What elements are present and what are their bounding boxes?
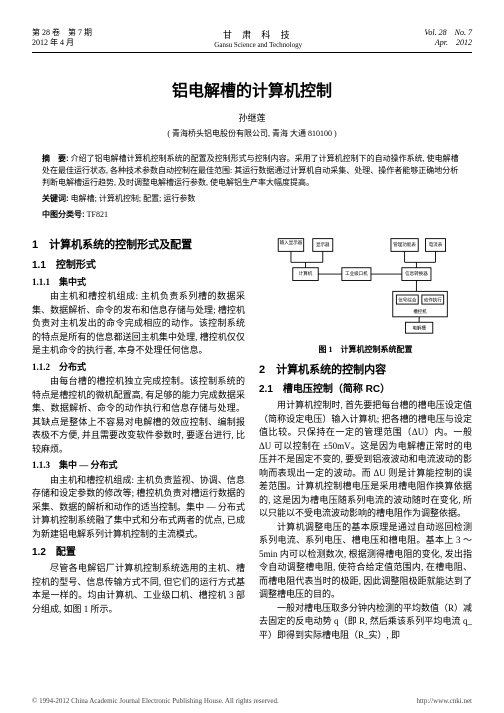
para-r3: 一般对槽电压取多分钟内检测的平均数值（R）减去固定的反电动势 q（即 R, 然后…: [259, 602, 472, 643]
keywords-label: 关键词:: [42, 194, 69, 203]
diagram-box-11: 电解槽: [412, 325, 426, 332]
section-1-1-3: 1.1.3 集中 — 分布式: [32, 459, 245, 473]
clc-block: 中图分类号: TF821: [42, 209, 462, 221]
header-left: 第 28 卷 第 7 期 2012 年 4 月: [32, 28, 92, 49]
clc-label: 中图分类号:: [42, 210, 85, 219]
right-column: 输入显示器 显示器 管理功能表 电流表 计算机 工业级口机 信息转换器 信号综合…: [259, 231, 472, 642]
section-1-1-2: 1.1.2 分布式: [32, 361, 245, 375]
author-name: 孙继莲: [32, 111, 472, 124]
diagram-box-10: 槽控机: [413, 308, 427, 315]
system-diagram: 输入显示器 显示器 管理功能表 电流表 计算机 工业级口机 信息转换器 信号综合…: [259, 235, 472, 335]
diagram-box-3: 管理功能表: [393, 241, 416, 248]
diagram-box-9: 动作执行: [424, 296, 443, 303]
para-r2: 计算机调整电压的基本原理是通过自动巡回检测系列电流、系列电压、槽电压和槽电阻。基…: [259, 521, 472, 602]
para-4: 尽管各电解铝厂计算机控制系统选用的主机、槽控机的型号、信息传输方式不同, 但它们…: [32, 562, 245, 616]
date-en: Apr. 2012: [424, 38, 472, 48]
diagram-box-4: 电流表: [429, 241, 443, 248]
para-3: 由主机和槽控机组成: 主机负责监视、协调、信息存储和设定参数的修改等; 槽控机负…: [32, 474, 245, 542]
keywords-block: 关键词: 电解槽; 计算机控制; 配置; 运行参数: [42, 193, 462, 205]
diagram-box-5: 计算机: [299, 270, 313, 277]
section-2: 2 计算机系统的控制内容: [259, 362, 472, 379]
body-columns: 1 计算机系统的控制形式及配置 1.1 控制形式 1.1.1 集中式 由主机和槽…: [32, 231, 472, 642]
section-1-2: 1.2 配置: [32, 545, 245, 560]
section-2-1: 2.1 槽电压控制（简称 RC）: [259, 382, 472, 397]
footer-copyright: © 1994-2012 China Academic Journal Elect…: [32, 697, 279, 705]
affiliation: ( 青海桥头铝电股份有限公司, 青海 大通 810100 ): [32, 128, 472, 139]
figure-1-caption: 图 1 计算机控制系统配置: [259, 344, 472, 356]
page-footer: © 1994-2012 China Academic Journal Elect…: [32, 697, 472, 705]
diagram-box-6: 工业级口机: [345, 270, 368, 277]
footer-url: http://www.cnki.net: [416, 697, 472, 705]
page-header: 第 28 卷 第 7 期 2012 年 4 月 甘 肃 科 技 Gansu Sc…: [32, 28, 472, 53]
para-2: 由每台槽的槽控机独立完成控制。该控制系统的特点是槽控机的微机配置高, 有足够的能…: [32, 375, 245, 456]
left-column: 1 计算机系统的控制形式及配置 1.1 控制形式 1.1.1 集中式 由主机和槽…: [32, 231, 245, 642]
header-center: 甘 肃 科 技 Gansu Science and Technology: [214, 28, 302, 49]
diagram-box-1: 输入显示器: [280, 239, 303, 246]
section-1-1: 1.1 控制形式: [32, 258, 245, 273]
para-r1: 用计算机控制时, 首先要把每台槽的槽电压设定值（简称设定电压）输入计算机; 把各…: [259, 399, 472, 521]
section-1: 1 计算机系统的控制形式及配置: [32, 237, 245, 254]
keywords-text: 电解槽; 计算机控制; 配置; 运行参数: [71, 194, 196, 203]
vol-issue-cn: 第 28 卷 第 7 期: [32, 28, 92, 38]
abstract-text: 介绍了铝电解槽计算机控制系统的配置及控制形式与控制内容。采用了计算机控制下的自动…: [42, 154, 459, 187]
clc-value: TF821: [87, 210, 108, 219]
abstract-label: 摘 要:: [42, 154, 69, 163]
header-right: Vol. 28 No. 7 Apr. 2012: [424, 28, 472, 49]
journal-name-cn: 甘 肃 科 技: [214, 28, 302, 41]
journal-name-en: Gansu Science and Technology: [214, 41, 302, 49]
abstract-block: 摘 要: 介绍了铝电解槽计算机控制系统的配置及控制形式与控制内容。采用了计算机控…: [42, 153, 462, 189]
vol-issue-en: Vol. 28 No. 7: [424, 28, 472, 38]
date-cn: 2012 年 4 月: [32, 38, 92, 48]
diagram-box-8: 信号综合: [398, 296, 417, 303]
article-title: 铝电解槽的计算机控制: [32, 77, 472, 101]
para-1: 由主机和槽控机组成: 主机负责系列槽的数据采集、数据解析、命令的发布和信息存储与…: [32, 290, 245, 358]
section-1-1-1: 1.1.1 集中式: [32, 276, 245, 290]
diagram-box-7: 信息转换器: [405, 270, 428, 277]
